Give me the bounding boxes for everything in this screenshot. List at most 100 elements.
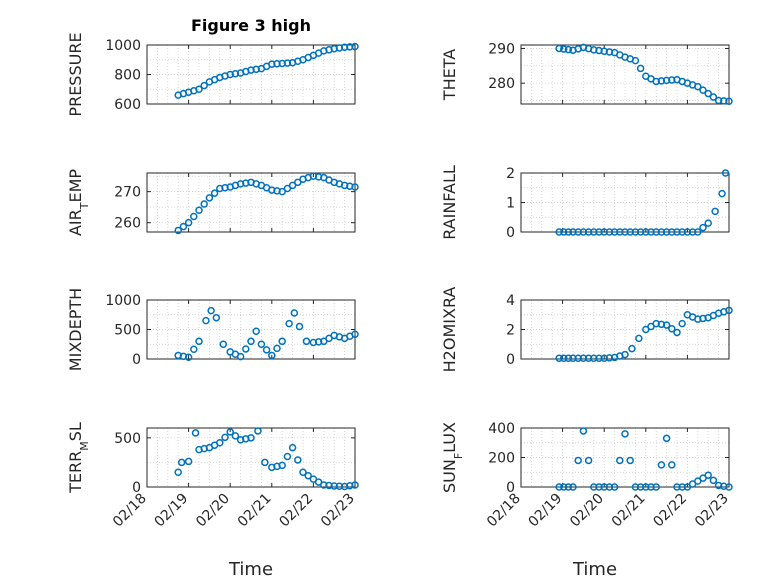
data-point	[290, 309, 299, 317]
data-point	[174, 226, 182, 235]
data-point	[711, 207, 719, 216]
data-point	[184, 218, 193, 227]
data-point	[294, 178, 302, 187]
data-point	[283, 184, 292, 193]
y-tick-label: 0	[132, 352, 141, 368]
data-point	[600, 483, 608, 491]
data-point	[231, 432, 240, 440]
data-point	[626, 456, 634, 465]
x-tick-label: 02/22	[276, 491, 316, 531]
y-tick-label: 2	[506, 166, 515, 182]
data-point	[683, 228, 692, 236]
data-point	[314, 338, 323, 346]
y-tick-label: 260	[114, 216, 141, 232]
data-point	[636, 483, 645, 491]
data-point	[579, 427, 588, 435]
data-point	[699, 86, 707, 94]
data-point	[283, 452, 292, 461]
data-point	[569, 483, 577, 491]
data-point	[351, 42, 359, 51]
data-point	[190, 212, 198, 221]
data-point	[351, 330, 359, 338]
data-point	[560, 483, 568, 491]
data-point	[200, 200, 208, 208]
data-point	[590, 228, 598, 236]
data-point	[242, 345, 250, 353]
data-point	[678, 319, 686, 328]
y-tick-label: 0	[132, 480, 141, 496]
data-point	[673, 328, 681, 337]
data-point	[555, 354, 563, 363]
data-point	[574, 456, 582, 465]
data-point	[195, 206, 203, 215]
data-point	[564, 354, 573, 363]
y-axis-label: H2OMIXRA	[440, 287, 459, 373]
y-axis-label: PRESSURE	[66, 32, 85, 116]
data-point	[704, 471, 712, 479]
data-point	[177, 458, 186, 467]
data-point	[294, 456, 302, 464]
data-point	[216, 439, 224, 447]
data-point	[569, 354, 577, 363]
data-point	[283, 59, 292, 67]
data-point	[616, 228, 624, 236]
data-point	[252, 327, 260, 336]
data-point	[590, 483, 598, 491]
y-axis-label: RAINFALL	[440, 165, 459, 240]
data-point	[678, 483, 686, 491]
data-point	[631, 483, 640, 491]
y-tick-label: 200	[488, 451, 515, 467]
x-tick-label: 02/20	[567, 491, 607, 531]
data-point	[642, 228, 650, 236]
y-axis-label: AIRTEMP	[66, 169, 91, 236]
axes-box	[146, 427, 356, 488]
data-point	[631, 228, 640, 236]
subplot-terr-msl: 0 500 02/18 02/19 02/20 02/21 02/22 02/23 TERRMS…	[66, 422, 359, 531]
data-point	[694, 82, 702, 91]
x-tick-label: 02/21	[609, 491, 649, 531]
x-tick-label: 02/18	[484, 491, 524, 531]
data-point	[678, 228, 686, 236]
data-point	[657, 228, 666, 236]
data-point	[635, 334, 643, 343]
data-point	[560, 228, 568, 236]
data-point	[584, 456, 593, 465]
data-point	[662, 434, 671, 443]
data-point	[579, 228, 588, 236]
data-point	[190, 345, 198, 354]
data-point	[600, 354, 608, 363]
data-point	[295, 322, 304, 331]
axes-box	[520, 172, 730, 233]
data-point	[247, 337, 255, 346]
data-point	[590, 354, 598, 363]
data-point	[278, 337, 286, 346]
data-point	[605, 228, 614, 236]
data-point	[673, 483, 681, 491]
data-point	[610, 228, 619, 236]
data-point	[688, 228, 697, 236]
data-point	[278, 187, 286, 196]
x-tick-label: 02/20	[193, 491, 233, 531]
data-point	[628, 344, 636, 353]
data-point	[673, 228, 681, 236]
data-point	[325, 481, 333, 490]
y-axis-label: TERRMSL	[66, 422, 91, 494]
data-point	[564, 228, 573, 236]
data-point	[351, 183, 359, 191]
data-point	[257, 340, 266, 348]
data-point	[184, 457, 193, 466]
data-point	[725, 483, 733, 491]
data-point	[320, 481, 328, 489]
subplot-pressure: 600 800 1000 PRESSURE	[66, 32, 359, 117]
data-point	[647, 483, 655, 491]
y-tick-label: 2	[506, 323, 515, 339]
data-point	[299, 468, 307, 476]
y-tick-label: 400	[488, 421, 515, 437]
data-point	[584, 354, 593, 363]
data-point	[718, 189, 726, 198]
data-point	[205, 194, 214, 202]
data-point	[642, 483, 650, 491]
data-point	[202, 316, 210, 325]
data-point	[278, 461, 286, 470]
